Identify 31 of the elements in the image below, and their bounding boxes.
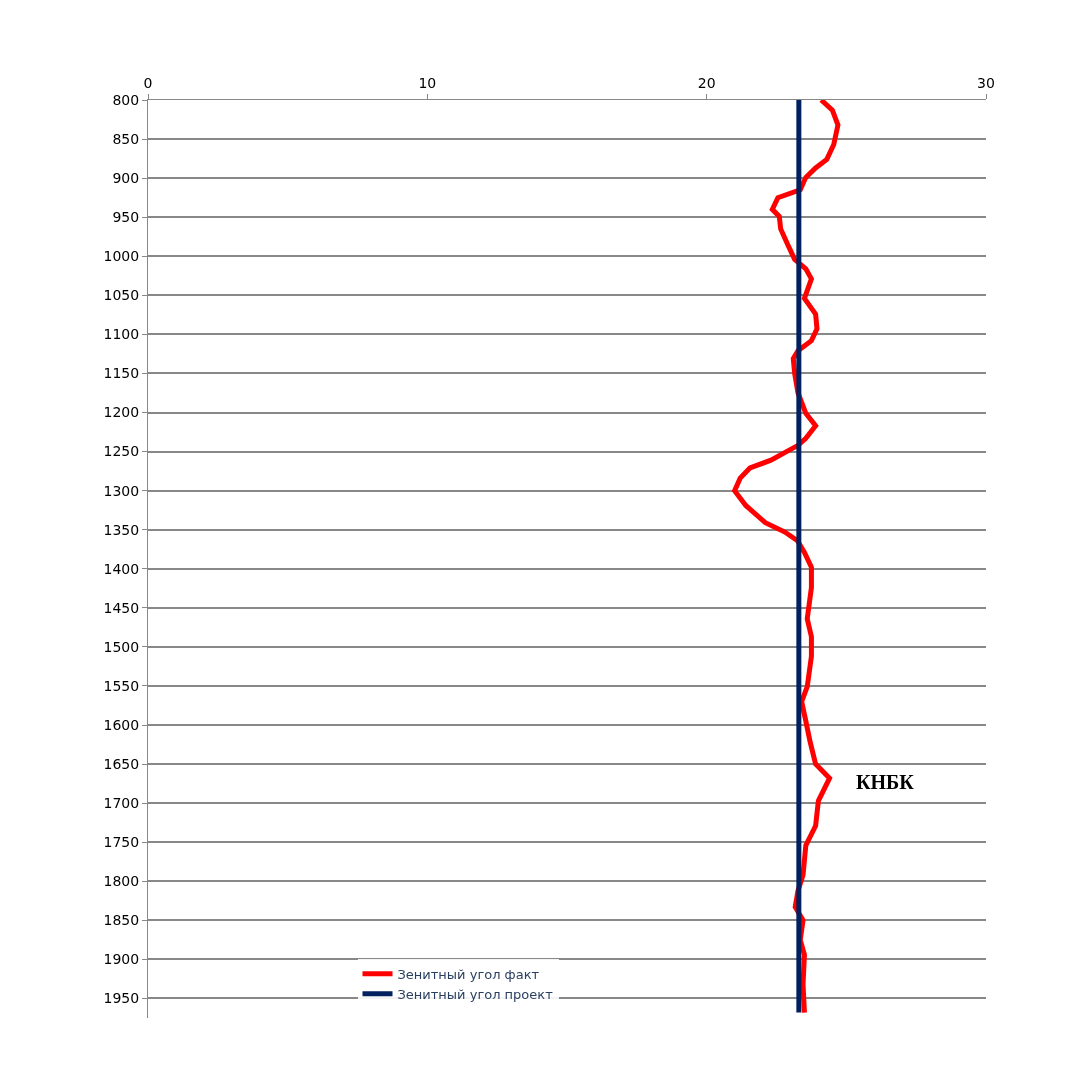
annotation: КНБК [856, 771, 915, 793]
y-tick-label: 1350 [103, 521, 140, 538]
y-tick-label: 1950 [103, 990, 140, 1007]
y-tick-label: 1550 [103, 677, 140, 694]
y-tick-label: 850 [112, 130, 140, 147]
y-tick-label: 1750 [103, 834, 140, 851]
x-tick-label: 30 [977, 75, 995, 92]
y-tick-label: 1650 [103, 755, 140, 772]
y-tick-label: 1500 [103, 638, 140, 655]
x-tick-label: 10 [418, 75, 437, 92]
y-tick-label: 1400 [103, 560, 140, 577]
y-tick-label: 1250 [103, 443, 140, 460]
y-tick-label: 1300 [103, 482, 140, 499]
x-tick-label: 20 [697, 75, 716, 92]
legend-label: Зенитный угол проект [397, 986, 554, 1002]
y-tick-label: 1050 [103, 287, 140, 304]
y-tick-label: 950 [112, 209, 140, 226]
y-tick-label: 1000 [103, 248, 140, 265]
y-tick-label: 1200 [103, 404, 140, 421]
y-tick-label: 1800 [103, 873, 140, 890]
y-tick-label: 1100 [103, 326, 140, 343]
legend-label: Зенитный угол факт [397, 966, 540, 982]
y-tick-label: 1600 [103, 716, 140, 733]
y-tick-label: 1900 [103, 951, 140, 968]
y-tick-label: 1150 [103, 365, 140, 382]
y-tick-label: 800 [112, 91, 140, 108]
x-tick-label: 0 [143, 75, 153, 92]
y-tick-label: 1700 [103, 795, 140, 812]
y-tick-label: 900 [112, 170, 140, 187]
y-tick-label: 1450 [103, 599, 140, 616]
y-tick-label: 1850 [103, 912, 140, 929]
